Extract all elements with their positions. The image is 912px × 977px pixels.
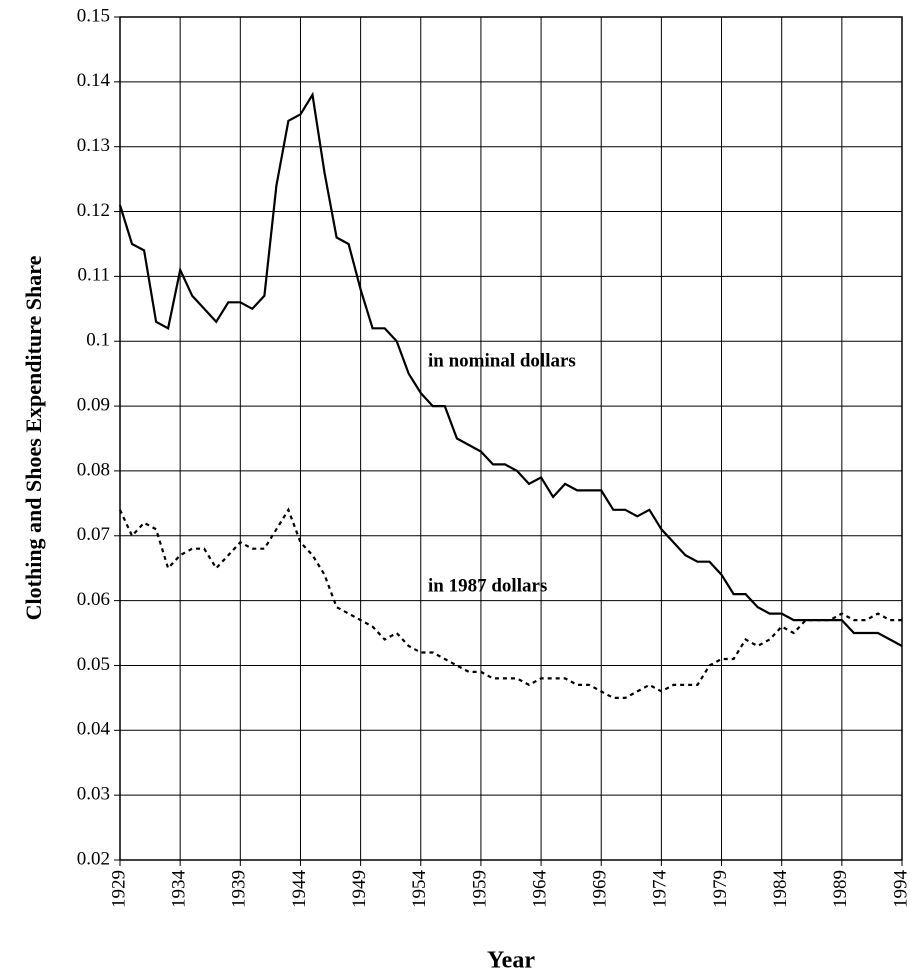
y-tick-label: 0.03 [77,784,110,805]
y-tick-label: 0.02 [77,848,110,869]
x-tick-label: 1994 [890,870,911,909]
y-tick-label: 0.12 [77,200,110,221]
y-tick-label: 0.09 [77,394,110,415]
series-label: in nominal dollars [428,350,576,371]
x-tick-label: 1979 [710,870,731,908]
y-tick-label: 0.06 [77,589,110,610]
x-tick-label: 1959 [469,870,490,908]
x-tick-label: 1954 [409,870,430,909]
series-label: in 1987 dollars [428,575,547,596]
x-tick-label: 1944 [289,870,310,909]
y-tick-label: 0.08 [77,459,110,480]
x-axis-label: Year [487,948,535,974]
line-series [119,507,902,700]
plot-border [119,16,903,861]
x-tick-label: 1989 [830,870,851,908]
line-series [118,91,903,647]
y-tick-label: 0.14 [77,70,111,91]
x-tick-label: 1964 [529,870,550,909]
y-tick-label: 0.1 [86,330,110,351]
x-tick-label: 1929 [108,870,129,908]
y-tick-label: 0.05 [77,654,110,675]
x-tick-label: 1939 [229,870,250,908]
y-axis-label: Clothing and Shoes Expenditure Share [21,255,46,620]
y-tick-label: 0.04 [77,719,111,740]
x-tick-label: 1934 [169,870,190,909]
y-tick-label: 0.07 [77,524,110,545]
y-tick-label: 0.15 [77,5,110,26]
x-tick-label: 1974 [650,870,671,909]
y-tick-label: 0.11 [77,265,110,286]
x-tick-label: 1969 [590,870,611,908]
y-tick-label: 0.13 [77,135,110,156]
x-tick-label: 1984 [770,870,791,909]
x-tick-label: 1949 [349,870,370,908]
